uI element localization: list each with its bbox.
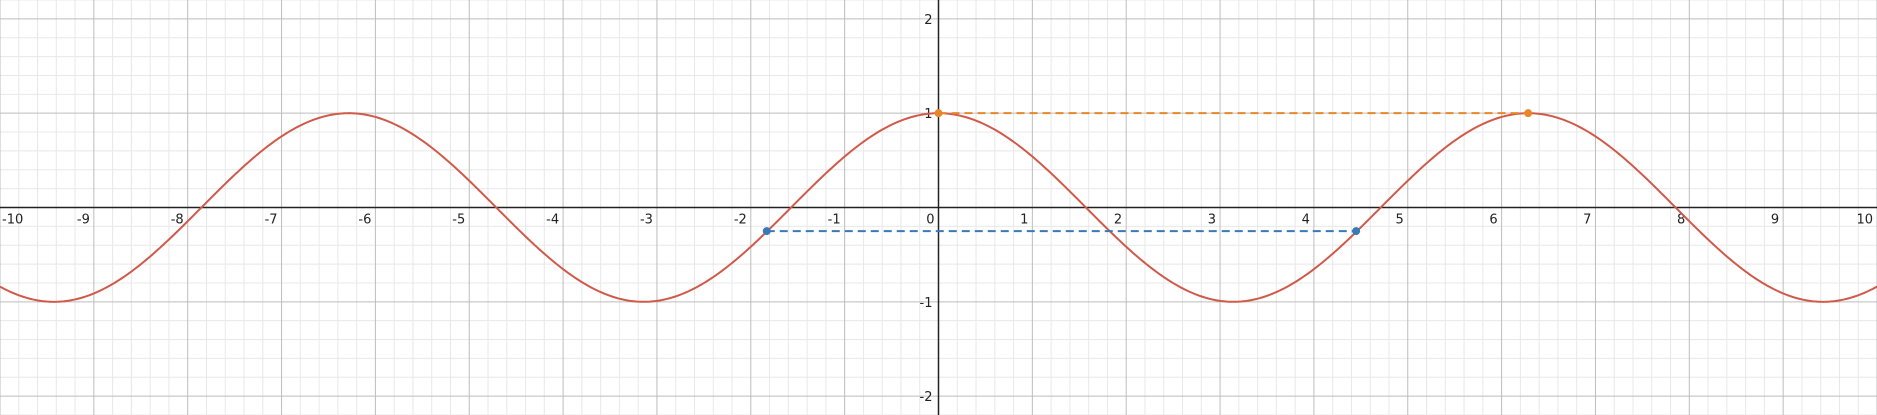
x-tick-label: 1 [1020,213,1028,228]
x-tick-label: 4 [1302,213,1310,228]
x-tick-label: -4 [546,213,559,228]
series-layer [0,109,1877,303]
y-tick-label: -2 [920,390,933,405]
y-tick-label: -1 [920,296,933,311]
x-tick-label: -10 [2,213,23,228]
segment-endpoint[interactable] [1524,109,1533,118]
segment-endpoint[interactable] [1352,227,1361,236]
y-tick-labels: -2-112 [920,13,933,405]
x-tick-label: 0 [926,213,934,228]
x-tick-label: -8 [171,213,184,228]
x-tick-label: -2 [734,213,747,228]
x-tick-label: -5 [452,213,465,228]
x-tick-label: 6 [1489,213,1497,228]
x-tick-label: -7 [265,213,278,228]
segment-endpoint[interactable] [762,227,771,236]
x-tick-label: 9 [1771,213,1779,228]
y-tick-label: 2 [924,13,932,28]
x-tick-label: 3 [1208,213,1216,228]
x-tick-label: 7 [1583,213,1591,228]
x-tick-label: 10 [1856,213,1873,228]
x-tick-label: -3 [640,213,653,228]
x-tick-label: -1 [828,213,841,228]
x-tick-label: -9 [77,213,90,228]
x-tick-label: 5 [1395,213,1403,228]
x-tick-labels: -10 -9 -8 -7 -6 -5 -4 -3 -2 -1 0 1 2 3 4 5 6 7 8 9 10 [2,213,1873,228]
x-tick-label: 2 [1114,213,1122,228]
x-tick-label: -6 [358,213,371,228]
x-tick-label: 8 [1677,213,1685,228]
segment-endpoint[interactable] [934,109,943,118]
